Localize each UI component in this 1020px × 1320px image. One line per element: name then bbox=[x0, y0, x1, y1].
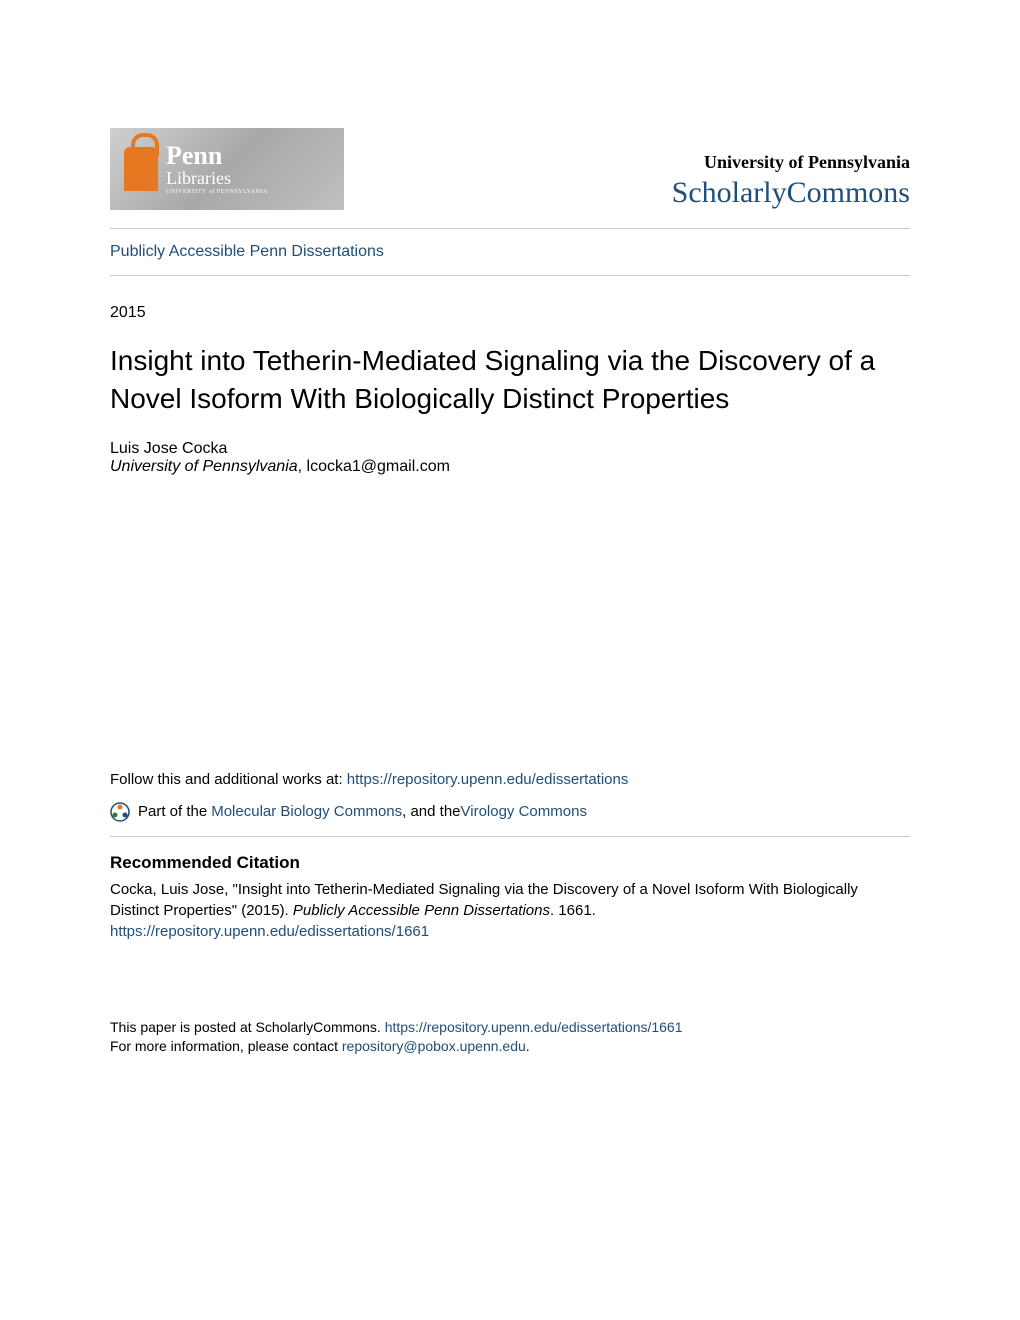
footer-contact-suffix: . bbox=[526, 1038, 530, 1054]
footer-repo-link[interactable]: https://repository.upenn.edu/edissertati… bbox=[385, 1019, 683, 1035]
author-affiliation: University of Pennsylvania bbox=[110, 458, 298, 475]
publication-year: 2015 bbox=[110, 304, 910, 322]
paper-title: Insight into Tetherin-Mediated Signaling… bbox=[110, 342, 910, 418]
footer-section: This paper is posted at ScholarlyCommons… bbox=[110, 1018, 910, 1057]
open-access-lock-icon bbox=[124, 147, 158, 191]
breadcrumb-dissertation-link[interactable]: Publicly Accessible Penn Dissertations bbox=[110, 229, 384, 275]
virology-commons-link[interactable]: Virology Commons bbox=[461, 803, 587, 820]
part-of-prefix: Part of the bbox=[138, 803, 207, 820]
university-name: University of Pennsylvania bbox=[672, 152, 910, 173]
author-name: Luis Jose Cocka bbox=[110, 440, 910, 458]
follow-section: Follow this and additional works at: htt… bbox=[110, 771, 910, 788]
commons-connector: , and the bbox=[402, 803, 460, 820]
footer-contact-email-link[interactable]: repository@pobox.upenn.edu bbox=[342, 1038, 526, 1054]
author-block: Luis Jose Cocka University of Pennsylvan… bbox=[110, 440, 910, 476]
logo-tagline: UNIVERSITY of PENNSYLVANIA bbox=[166, 189, 268, 195]
repository-name-link[interactable]: ScholarlyCommons bbox=[672, 176, 910, 210]
citation-url-link[interactable]: https://repository.upenn.edu/edissertati… bbox=[110, 923, 910, 940]
author-email-separator: , bbox=[298, 458, 307, 475]
footer-contact-prefix: For more information, please contact bbox=[110, 1038, 342, 1054]
citation-series-name: Publicly Accessible Penn Dissertations bbox=[293, 902, 550, 919]
logo-libraries-text: Libraries bbox=[166, 169, 268, 187]
molecular-biology-commons-link[interactable]: Molecular Biology Commons bbox=[211, 803, 402, 820]
penn-libraries-logo[interactable]: Penn Libraries UNIVERSITY of PENNSYLVANI… bbox=[110, 128, 344, 210]
header-section: Penn Libraries UNIVERSITY of PENNSYLVANI… bbox=[110, 128, 910, 210]
breadcrumb-divider bbox=[110, 275, 910, 276]
logo-text-block: Penn Libraries UNIVERSITY of PENNSYLVANI… bbox=[166, 143, 268, 195]
institution-block: University of Pennsylvania ScholarlyComm… bbox=[672, 152, 910, 210]
author-email: lcocka1@gmail.com bbox=[307, 458, 450, 475]
part-of-row: Part of the Molecular Biology Commons, a… bbox=[110, 802, 910, 822]
network-commons-icon bbox=[110, 802, 130, 822]
follow-works-link[interactable]: https://repository.upenn.edu/edissertati… bbox=[347, 771, 629, 788]
citation-divider bbox=[110, 836, 910, 837]
follow-prefix: Follow this and additional works at: bbox=[110, 771, 347, 788]
logo-penn-text: Penn bbox=[166, 143, 268, 169]
citation-heading: Recommended Citation bbox=[110, 853, 910, 873]
footer-posted-prefix: This paper is posted at ScholarlyCommons… bbox=[110, 1019, 385, 1035]
citation-text: Cocka, Luis Jose, "Insight into Tetherin… bbox=[110, 879, 910, 921]
citation-body-part2: . 1661. bbox=[550, 902, 596, 919]
